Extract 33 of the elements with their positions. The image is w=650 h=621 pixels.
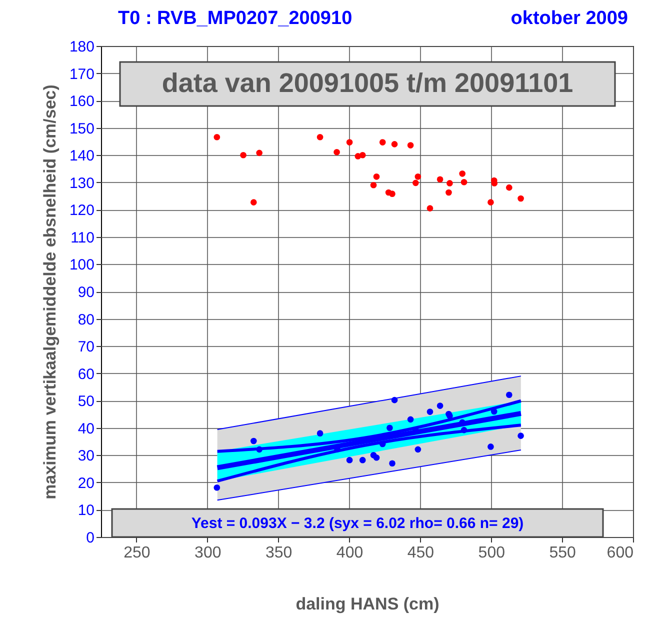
y-tick-label: 40	[78, 420, 94, 438]
y-tick-label: 110	[70, 229, 94, 246]
chart-subtitle: oktober 2009	[510, 8, 628, 29]
y-tick-label: 120	[69, 202, 94, 220]
y-tick-label: 10	[78, 502, 94, 520]
y-tick-label: 130	[69, 174, 94, 192]
y-tick-label: 170	[69, 66, 94, 83]
y-tick-label: 70	[78, 338, 94, 356]
y-tick-label: 140	[69, 148, 94, 165]
y-tick-label: 50	[78, 393, 94, 410]
y-tick-label: 80	[78, 311, 94, 328]
x-tick-label: 450	[407, 544, 434, 562]
y-tick-label: 150	[69, 120, 94, 138]
y-tick-label: 30	[78, 448, 94, 465]
y-axis-title: maximum vertikaalgemiddelde ebsnelheid (cm/sec)	[40, 84, 60, 500]
x-tick-label: 300	[194, 544, 222, 562]
x-tick-label: 550	[549, 544, 576, 562]
y-tick-label: 100	[69, 256, 94, 274]
annotation: data van 20091005 t/m 20091101	[162, 68, 574, 98]
chart-title: T0 : RVB_MP0207_200910	[118, 8, 352, 29]
y-tick-label: 60	[78, 366, 94, 383]
y-tick-label: 160	[69, 93, 94, 110]
x-tick-label: 250	[124, 544, 150, 562]
annotation: Yest = 0.093X − 3.2 (syx = 6.02 rho= 0.66 n= 29)	[191, 515, 524, 532]
x-tick-label: 400	[336, 544, 364, 562]
x-tick-label: 350	[265, 544, 292, 562]
y-tick-label: 0	[86, 530, 94, 546]
x-tick-label: 600	[606, 544, 634, 562]
y-tick-label: 180	[69, 38, 94, 56]
y-tick-label: 90	[78, 284, 94, 301]
x-axis-title: daling HANS (cm)	[296, 594, 440, 614]
y-tick-label: 20	[78, 474, 94, 492]
x-tick-label: 500	[478, 544, 506, 562]
